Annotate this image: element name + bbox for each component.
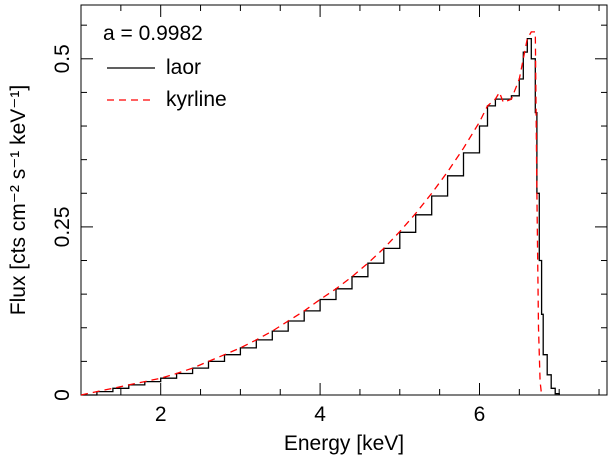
y-axis-label: Flux [cts cm⁻² s⁻¹ keV⁻¹] xyxy=(7,85,30,315)
x-tick-label: 6 xyxy=(474,403,486,426)
y-tick-label: 0.5 xyxy=(51,44,74,73)
x-tick-label: 4 xyxy=(314,403,326,426)
series-layer xyxy=(80,31,560,396)
x-tick-label: 2 xyxy=(155,403,167,426)
legend: laor kyrline xyxy=(107,56,227,111)
axis-ticks: 2 4 6 0 0.25 0.5 xyxy=(51,5,607,426)
series-line-laor xyxy=(81,37,560,396)
legend-label-laor: laor xyxy=(166,56,201,79)
x-axis-label: Energy [keV] xyxy=(284,432,404,455)
plot-frame xyxy=(80,4,608,396)
y-tick-label: 0 xyxy=(51,389,74,401)
legend-label-kyrline: kyrline xyxy=(166,88,227,111)
spin-annotation: a = 0.9982 xyxy=(103,22,203,45)
series-line-kyrline xyxy=(80,31,543,396)
y-tick-label: 0.25 xyxy=(51,206,74,247)
